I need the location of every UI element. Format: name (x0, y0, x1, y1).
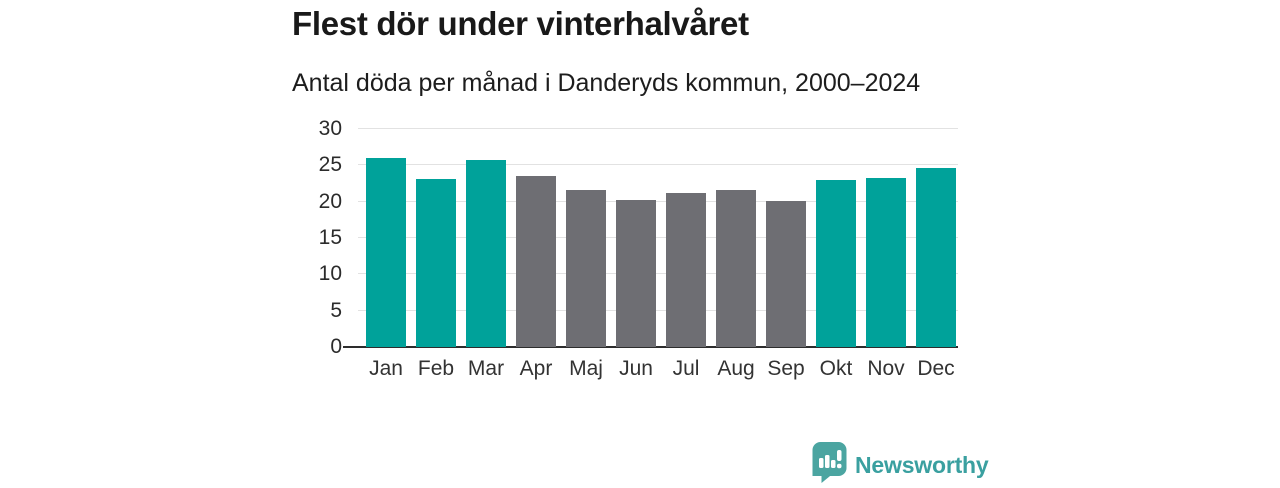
x-axis-label-apr: Apr (519, 357, 553, 380)
newsworthy-logo: Newsworthy (812, 442, 989, 488)
gridline-10 (358, 273, 958, 275)
bar-dec (916, 167, 956, 347)
x-axis-label-maj: Maj (569, 357, 603, 380)
gridline-20 (358, 200, 958, 202)
x-axis-label-nov: Nov (867, 357, 905, 380)
x-axis-label-mar: Mar (467, 357, 505, 380)
x-axis-label-jan: Jan (369, 357, 403, 380)
x-axis-label-dec: Dec (917, 357, 955, 380)
x-axis-label-sep: Sep (767, 357, 805, 380)
bar-apr (516, 176, 556, 347)
y-axis-tick-label-25: 25 (318, 153, 342, 177)
y-axis-tick-label-5: 5 (330, 298, 342, 322)
gridline-25 (358, 164, 958, 166)
bar-aug (716, 190, 756, 347)
chart-subtitle: Antal döda per månad i Danderyds kommun,… (292, 69, 921, 97)
bar-sep (766, 200, 806, 347)
x-axis-label-okt: Okt (819, 357, 853, 380)
y-axis-tick-label-0: 0 (330, 335, 342, 358)
x-axis-label-feb: Feb (417, 357, 455, 380)
bar-okt (816, 179, 856, 347)
bar-nov (866, 177, 906, 347)
x-axis-label-jun: Jun (619, 357, 653, 380)
y-axis-tick-label-10: 10 (318, 262, 342, 286)
bar-maj (566, 190, 606, 347)
newsworthy-logo-text: Newsworthy (855, 451, 989, 478)
x-axis-label-jul: Jul (672, 357, 700, 380)
gridline-15 (358, 237, 958, 238)
bar-jun (616, 200, 656, 347)
x-axis-line (343, 346, 958, 348)
bar-mar (466, 159, 506, 347)
bar-jul (666, 192, 706, 347)
gridline-5 (358, 309, 958, 311)
y-axis-tick-label-15: 15 (318, 226, 342, 249)
y-axis-tick-label-30: 30 (318, 117, 342, 140)
plot-area: 0 5 10 15 20 25 30 Jan Feb Mar Apr Maj Jun Jul Aug Sep O… (319, 117, 958, 380)
bar-feb (416, 179, 456, 347)
gridline-30 (358, 128, 958, 129)
newsworthy-logo-icon (812, 442, 847, 488)
x-axis-label-aug: Aug (717, 357, 755, 380)
chart-title: Flest dör under vinterhalvåret (292, 5, 749, 42)
y-axis-tick-label-20: 20 (318, 189, 342, 213)
bar-jan (366, 158, 406, 347)
